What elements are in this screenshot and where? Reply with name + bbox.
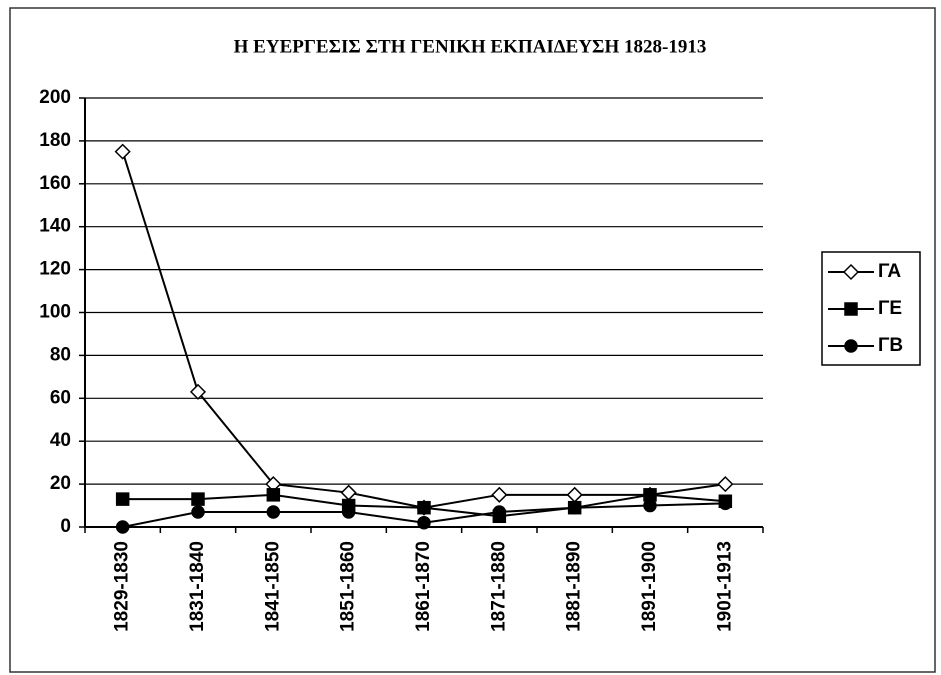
x-tick-label: 1891-1900	[639, 541, 660, 632]
marker	[115, 520, 130, 534]
chart-title: Η ΕΥΕΡΓΕΣΙΣ ΣΤΗ ΓΕΝΙΚΗ ΕΚΠΑΙΔΕΥΣΗ 1828-1…	[234, 36, 707, 57]
marker	[340, 484, 357, 501]
marker	[191, 505, 205, 519]
marker	[115, 492, 130, 506]
series-line	[121, 151, 726, 509]
legend-label: ΓΑ	[878, 261, 901, 282]
marker	[718, 496, 733, 511]
marker	[844, 302, 858, 316]
x-tick-label: 1831-1840	[187, 541, 208, 632]
marker	[491, 486, 508, 503]
x-tick-label: 1829-1830	[112, 541, 133, 632]
y-tick-label: 120	[39, 259, 71, 280]
marker	[417, 515, 431, 530]
marker	[842, 263, 860, 281]
y-tick-label: 180	[39, 130, 71, 151]
x-tick-label: 1851-1860	[338, 541, 359, 632]
x-tick-label: 1881-1890	[564, 541, 585, 632]
x-tick-label: 1901-1913	[714, 541, 735, 632]
marker	[191, 492, 205, 506]
marker	[266, 488, 281, 502]
marker	[189, 383, 207, 400]
marker	[717, 476, 734, 493]
x-tick-label: 1841-1850	[262, 541, 283, 632]
y-tick-label: 20	[50, 473, 71, 494]
marker	[341, 505, 356, 519]
marker	[643, 498, 657, 513]
marker	[567, 500, 582, 515]
y-tick-label: 140	[39, 216, 71, 237]
legend-label: ΓΕ	[878, 298, 902, 319]
marker	[844, 339, 858, 353]
y-tick-label: 60	[50, 387, 71, 408]
marker	[417, 500, 431, 515]
chart-frame	[9, 7, 936, 673]
marker	[114, 143, 131, 160]
y-tick-label: 200	[39, 87, 71, 108]
x-tick-label: 1861-1870	[413, 541, 434, 632]
y-tick-label: 80	[50, 344, 71, 365]
y-tick-label: 160	[39, 173, 71, 194]
marker	[266, 505, 281, 519]
y-tick-label: 40	[50, 430, 71, 451]
y-tick-label: 100	[39, 302, 71, 323]
marker	[566, 486, 583, 503]
legend-label: ΓΒ	[878, 335, 903, 356]
x-tick-label: 1871-1880	[488, 541, 509, 632]
y-tick-label: 0	[60, 516, 71, 537]
marker	[492, 505, 507, 519]
